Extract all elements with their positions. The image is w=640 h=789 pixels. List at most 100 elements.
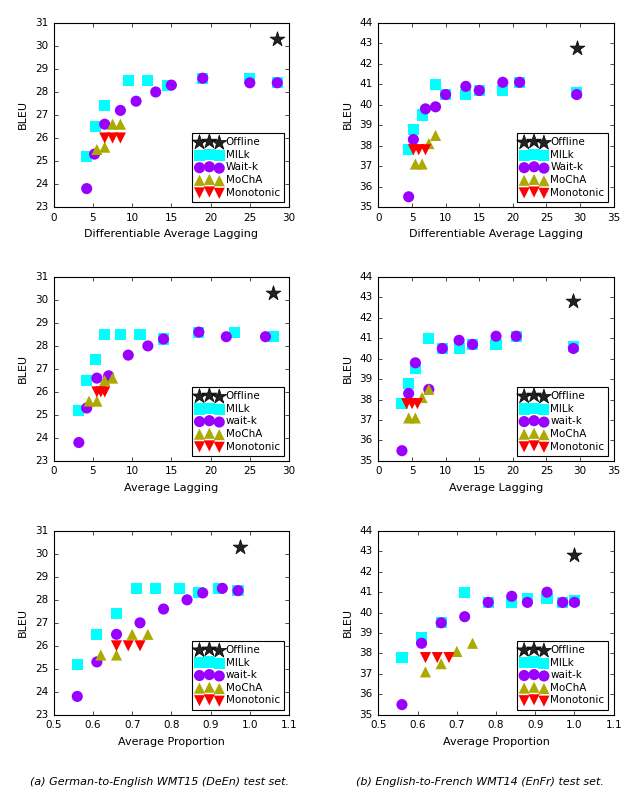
wait-k	[454, 334, 464, 346]
wait-k	[460, 611, 470, 623]
X-axis label: Differentiable Average Lagging: Differentiable Average Lagging	[84, 230, 259, 240]
Legend: Offline, MILk, wait-k, MoChA, Monotonic: Offline, MILk, wait-k, MoChA, Monotonic	[517, 641, 609, 709]
wait-k	[194, 326, 204, 338]
Monotonic	[432, 651, 442, 664]
MILk	[244, 72, 255, 84]
Legend: Offline, MILk, wait-k, MoChA, Monotonic: Offline, MILk, wait-k, MoChA, Monotonic	[192, 387, 284, 456]
MoChA	[92, 143, 102, 155]
MoChA	[96, 649, 106, 661]
wait-k	[436, 616, 446, 629]
Monotonic	[408, 144, 419, 156]
MILk	[511, 330, 522, 342]
wait-k	[143, 339, 153, 352]
Wait-k	[474, 84, 484, 97]
MILk	[100, 99, 110, 112]
MILk	[74, 404, 84, 417]
MILk	[72, 658, 83, 671]
Wait-k	[198, 72, 208, 84]
MILk	[268, 331, 278, 343]
Wait-k	[150, 86, 161, 99]
Wait-k	[440, 88, 451, 101]
Wait-k	[404, 190, 414, 203]
MILk	[404, 377, 414, 390]
Monotonic	[100, 132, 110, 144]
Wait-k	[420, 103, 431, 115]
Text: (b) English-to-French WMT14 (EnFr) test set.: (b) English-to-French WMT14 (EnFr) test …	[356, 777, 604, 787]
Monotonic	[444, 651, 454, 664]
Monotonic	[401, 398, 412, 410]
wait-k	[260, 331, 271, 343]
wait-k	[159, 603, 169, 615]
wait-k	[424, 383, 434, 395]
Offline	[572, 41, 582, 54]
MILk	[436, 616, 446, 629]
MILk	[522, 592, 532, 604]
MoChA	[404, 412, 414, 424]
Monotonic	[92, 386, 102, 398]
MoChA	[424, 383, 434, 395]
Wait-k	[166, 79, 177, 92]
wait-k	[74, 436, 84, 449]
MoChA	[410, 412, 420, 424]
MILk	[408, 123, 419, 136]
MILk	[570, 594, 580, 607]
MILk	[498, 84, 508, 97]
MILk	[417, 109, 428, 122]
Wait-k	[115, 104, 125, 117]
Monotonic	[407, 398, 417, 410]
wait-k	[135, 616, 145, 629]
Wait-k	[272, 77, 282, 89]
MILk	[213, 582, 223, 595]
Legend: Offline, MILk, Wait-k, MoChA, Monotonic: Offline, MILk, Wait-k, MoChA, Monotonic	[192, 133, 284, 202]
MILk	[198, 72, 208, 84]
MILk	[397, 398, 407, 410]
Legend: Offline, MILk, Wait-k, MoChA, Monotonic: Offline, MILk, Wait-k, MoChA, Monotonic	[517, 133, 609, 202]
MILk	[483, 596, 493, 608]
Wait-k	[90, 148, 100, 160]
wait-k	[221, 331, 232, 343]
Y-axis label: BLEU: BLEU	[342, 100, 353, 129]
X-axis label: Average Lagging: Average Lagging	[449, 484, 543, 493]
wait-k	[72, 690, 83, 703]
MILk	[424, 332, 434, 345]
wait-k	[92, 656, 102, 668]
MILk	[557, 596, 568, 608]
MILk	[135, 328, 145, 341]
MILk	[100, 328, 110, 341]
MoChA	[424, 137, 434, 150]
MILk	[81, 374, 92, 387]
wait-k	[437, 342, 447, 355]
Offline	[568, 295, 579, 308]
Monotonic	[111, 640, 122, 653]
MILk	[92, 628, 102, 641]
wait-k	[522, 596, 532, 608]
MoChA	[100, 374, 110, 387]
MoChA	[417, 158, 428, 170]
Offline	[268, 286, 278, 299]
MILk	[143, 74, 153, 87]
MILk	[233, 585, 243, 597]
MoChA	[92, 394, 102, 407]
wait-k	[483, 596, 493, 608]
MILk	[81, 150, 92, 163]
MILk	[467, 338, 477, 350]
wait-k	[417, 637, 427, 649]
wait-k	[104, 369, 114, 382]
MILk	[272, 77, 282, 89]
Y-axis label: BLEU: BLEU	[342, 608, 353, 638]
MILk	[460, 586, 470, 599]
MILk	[474, 84, 484, 97]
MILk	[461, 88, 471, 101]
Offline	[235, 540, 245, 553]
wait-k	[507, 590, 517, 603]
Monotonic	[108, 132, 118, 144]
wait-k	[491, 330, 501, 342]
Monotonic	[100, 386, 110, 398]
Offline	[570, 549, 580, 562]
Text: (a) German-to-English WMT15 (DeEn) test set.: (a) German-to-English WMT15 (DeEn) test …	[31, 777, 289, 787]
MILk	[194, 326, 204, 338]
MoChA	[417, 391, 428, 404]
Wait-k	[81, 182, 92, 195]
X-axis label: Differentiable Average Lagging: Differentiable Average Lagging	[409, 230, 583, 240]
wait-k	[404, 387, 414, 400]
